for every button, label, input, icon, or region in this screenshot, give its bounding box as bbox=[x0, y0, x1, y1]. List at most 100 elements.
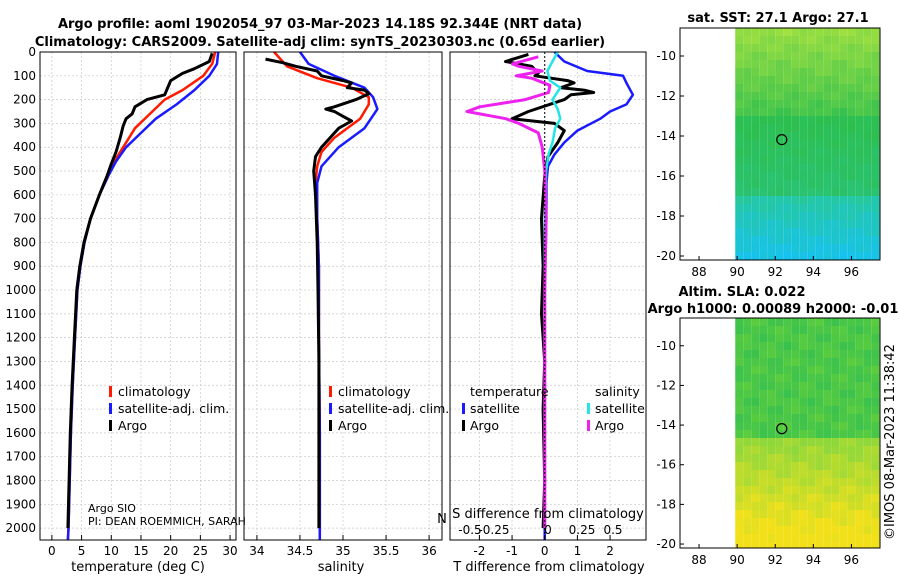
map-cell bbox=[775, 28, 784, 36]
map-cell bbox=[863, 494, 872, 502]
map-cell bbox=[855, 196, 864, 204]
map-cell bbox=[767, 446, 776, 454]
map-cell bbox=[735, 52, 744, 60]
map-cell bbox=[839, 52, 848, 60]
map-cell bbox=[847, 84, 856, 92]
map-cell bbox=[799, 28, 808, 36]
map-cell bbox=[831, 502, 840, 510]
legend-swatch-climatology bbox=[109, 386, 112, 397]
map-cell bbox=[855, 172, 864, 180]
map-cell bbox=[807, 462, 816, 470]
map-cell bbox=[775, 358, 784, 366]
map-cell bbox=[863, 342, 872, 350]
map-cell bbox=[799, 438, 808, 446]
map-cell bbox=[743, 156, 752, 164]
x-tick-label: 15 bbox=[133, 544, 148, 558]
legend-swatch-satellite bbox=[329, 403, 332, 414]
map-cell bbox=[847, 334, 856, 342]
map-cell bbox=[759, 406, 768, 414]
map-cell bbox=[759, 366, 768, 374]
map-cell bbox=[767, 132, 776, 140]
map-cell bbox=[743, 188, 752, 196]
map-cell bbox=[815, 366, 824, 374]
map-cell bbox=[831, 124, 840, 132]
map-cell bbox=[735, 534, 744, 542]
map-cell bbox=[815, 252, 824, 260]
map-cell bbox=[767, 366, 776, 374]
map-cell bbox=[799, 148, 808, 156]
map-cell bbox=[839, 60, 848, 68]
map-cell bbox=[831, 518, 840, 526]
map-cell bbox=[775, 156, 784, 164]
map-cell bbox=[815, 454, 824, 462]
profile-lines bbox=[66, 51, 635, 541]
map-cell bbox=[767, 244, 776, 252]
map-cell bbox=[743, 406, 752, 414]
map-cell bbox=[791, 478, 800, 486]
map-cell bbox=[775, 84, 784, 92]
map-cell bbox=[847, 462, 856, 470]
map-cell bbox=[759, 446, 768, 454]
credit-line2: PI: DEAN ROEMMICH, SARAH bbox=[88, 515, 246, 528]
map-cell bbox=[839, 454, 848, 462]
map-cell bbox=[735, 414, 744, 422]
map-cell bbox=[823, 92, 832, 100]
map-cell bbox=[855, 366, 864, 374]
map-cell bbox=[791, 438, 800, 446]
map-cell bbox=[751, 454, 760, 462]
map-cell bbox=[815, 212, 824, 220]
map-cell bbox=[743, 534, 752, 542]
map-cell bbox=[855, 462, 864, 470]
map-cell bbox=[783, 36, 792, 44]
map-cell bbox=[783, 52, 792, 60]
map-cell bbox=[767, 438, 776, 446]
map-cell bbox=[767, 486, 776, 494]
map-cell bbox=[751, 374, 760, 382]
map-cell bbox=[863, 358, 872, 366]
map-cell bbox=[823, 470, 832, 478]
legend-swatch-s-satellite bbox=[587, 403, 590, 414]
map-cell bbox=[831, 478, 840, 486]
map-cell bbox=[759, 244, 768, 252]
map-cell bbox=[767, 390, 776, 398]
map-cell bbox=[791, 326, 800, 334]
map-cell bbox=[775, 414, 784, 422]
map-cell bbox=[791, 494, 800, 502]
map-cell bbox=[743, 116, 752, 124]
map-frame bbox=[679, 317, 881, 549]
map-cell bbox=[871, 406, 880, 414]
map-cell bbox=[743, 470, 752, 478]
map-cell bbox=[815, 164, 824, 172]
map-cell bbox=[735, 350, 744, 358]
map-cell bbox=[839, 228, 848, 236]
map-cell bbox=[791, 462, 800, 470]
map-cell bbox=[751, 438, 760, 446]
map-cell bbox=[751, 76, 760, 84]
map-cell bbox=[847, 446, 856, 454]
map-cell bbox=[735, 100, 744, 108]
map-cell bbox=[823, 172, 832, 180]
map-cell bbox=[775, 374, 784, 382]
map-cell bbox=[767, 334, 776, 342]
map-cell bbox=[775, 462, 784, 470]
map-cell bbox=[775, 502, 784, 510]
map-cell bbox=[807, 518, 816, 526]
map-cell bbox=[735, 84, 744, 92]
map-cell bbox=[759, 188, 768, 196]
map-cell bbox=[783, 318, 792, 326]
map-cell bbox=[735, 188, 744, 196]
map-cell bbox=[743, 44, 752, 52]
map-cell bbox=[767, 172, 776, 180]
map-cell bbox=[839, 486, 848, 494]
map-cell bbox=[871, 140, 880, 148]
map-cell bbox=[871, 358, 880, 366]
map-cell bbox=[807, 542, 816, 548]
map-cell bbox=[823, 542, 832, 548]
map-cell bbox=[751, 100, 760, 108]
map-cell bbox=[759, 228, 768, 236]
map-cell bbox=[847, 188, 856, 196]
map-cell bbox=[791, 228, 800, 236]
map-cell bbox=[799, 172, 808, 180]
map-cell bbox=[855, 398, 864, 406]
map-cell bbox=[847, 220, 856, 228]
